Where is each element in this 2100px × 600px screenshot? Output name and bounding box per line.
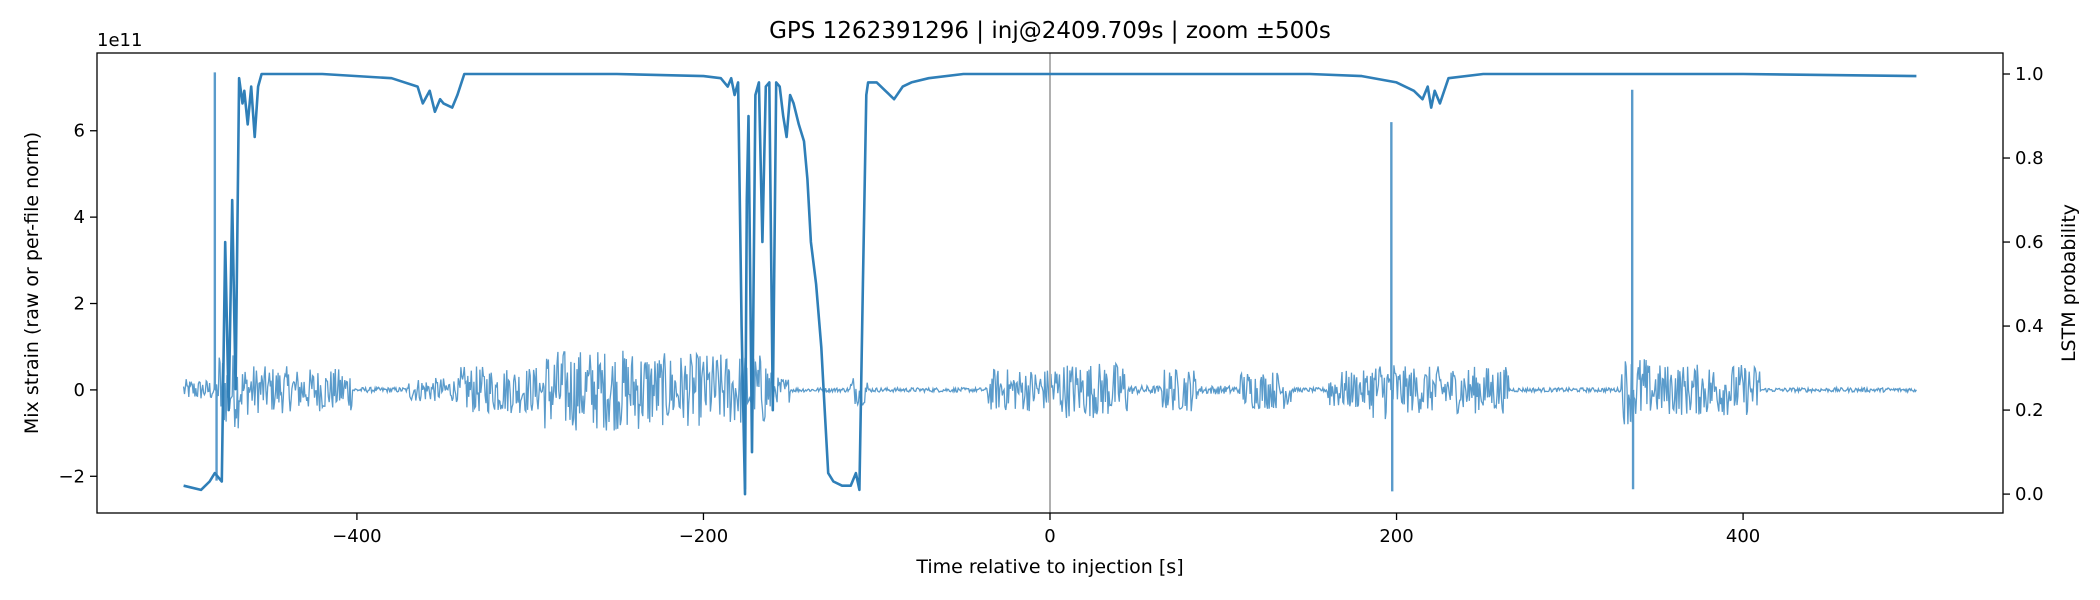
probability-series-line — [183, 72, 1917, 496]
y2-tick-label: 0.6 — [2015, 232, 2044, 253]
y-tick-label: 0 — [74, 380, 85, 401]
x-axis-ticks: −400 −200 0 200 400 — [332, 513, 1760, 547]
probability-layer — [183, 72, 1917, 496]
y2-axis-label: LSTM probability — [2058, 204, 2080, 362]
y-tick-label: 2 — [74, 294, 85, 315]
y-offset-text: 1e11 — [97, 30, 142, 51]
x-tick-label: −200 — [679, 526, 728, 547]
y-tick-label: −2 — [58, 466, 85, 487]
x-axis-label: Time relative to injection [s] — [915, 556, 1183, 578]
y-tick-label: 6 — [74, 121, 85, 142]
x-tick-label: 0 — [1044, 526, 1055, 547]
y2-tick-label: 0.8 — [2015, 148, 2044, 169]
x-tick-label: 400 — [1726, 526, 1760, 547]
y2-tick-label: 1.0 — [2015, 64, 2044, 85]
x-tick-label: 200 — [1379, 526, 1413, 547]
y2-axis-ticks: 0.0 0.2 0.4 0.6 0.8 1.0 — [2003, 64, 2044, 505]
y-tick-label: 4 — [74, 207, 85, 228]
y-axis-label: Mix strain (raw or per-file norm) — [21, 132, 43, 434]
y2-tick-label: 0.4 — [2015, 316, 2044, 337]
y-axis-ticks: −2 0 2 4 6 — [58, 121, 97, 487]
x-tick-label: −400 — [332, 526, 381, 547]
y2-tick-label: 0.2 — [2015, 400, 2044, 421]
y2-tick-label: 0.0 — [2015, 484, 2044, 505]
chart-title: GPS 1262391296 | inj@2409.709s | zoom ±5… — [769, 18, 1331, 44]
